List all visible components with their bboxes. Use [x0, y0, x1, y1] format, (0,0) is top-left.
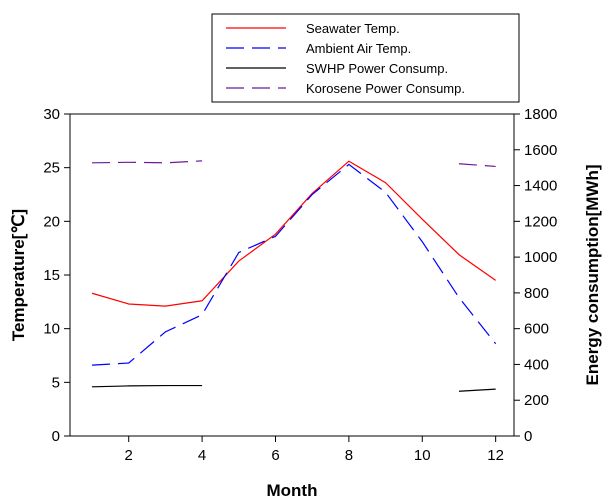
y-axis-left-label: Temperature[℃]: [9, 209, 28, 341]
y-left-tick-label: 30: [43, 106, 60, 123]
legend-label-swhp-power-consump: SWHP Power Consump.: [306, 61, 448, 76]
series-line-swhp-power-consump: [92, 384, 203, 388]
x-tick-label: 8: [345, 447, 353, 464]
x-tick-label: 4: [198, 447, 206, 464]
x-axis-label: Month: [267, 481, 318, 500]
y-axis-right-label: Energy consumption[MWh]: [583, 165, 602, 386]
y-left-tick-label: 10: [43, 321, 60, 338]
y-left-tick-label: 5: [52, 374, 60, 391]
y-right-tick-label: 800: [524, 285, 549, 302]
legend: Seawater Temp. Ambient Air Temp. SWHP Powe…: [211, 13, 520, 103]
x-tick-label: 2: [125, 447, 133, 464]
series-line-korosene-power-consump: [92, 160, 203, 164]
legend-label-korosene-power-consump: Korosene Power Consump.: [306, 81, 465, 96]
y-left-tick-label: 15: [43, 267, 60, 284]
y-left-tick-label: 25: [43, 160, 60, 177]
series-line-korosene-power-consump: [458, 163, 496, 168]
series-line-ambient-air-temp: [91, 163, 497, 366]
legend-box: [211, 13, 520, 103]
y-right-tick-label: 1800: [524, 106, 557, 123]
y-right-tick-label: 1400: [524, 178, 557, 195]
y-right-tick-label: 600: [524, 321, 549, 338]
plot-frame: [69, 113, 515, 437]
legend-label-ambient-air-temp: Ambient Air Temp.: [306, 41, 411, 56]
x-tick-label: 12: [487, 447, 504, 464]
y-right-tick-label: 1200: [524, 213, 557, 230]
y-left-tick-label: 0: [52, 428, 60, 445]
y-right-tick-label: 0: [524, 428, 532, 445]
legend-label-seawater-temp: Seawater Temp.: [306, 21, 400, 36]
y-right-tick-label: 1600: [524, 142, 557, 159]
y-left-tick-label: 20: [43, 213, 60, 230]
x-tick-label: 10: [414, 447, 431, 464]
plot-area: 2 4 6 8 10 12 0 5 10 15 20 25 30 0 200 400 600 800 1000 120…: [43, 106, 557, 464]
x-tick-label: 6: [271, 447, 279, 464]
y-right-tick-label: 1000: [524, 249, 557, 266]
series-line-seawater-temp: [91, 160, 496, 307]
y-right-tick-label: 200: [524, 392, 549, 409]
y-right-tick-label: 400: [524, 356, 549, 373]
series-line-swhp-power-consump: [458, 388, 496, 392]
